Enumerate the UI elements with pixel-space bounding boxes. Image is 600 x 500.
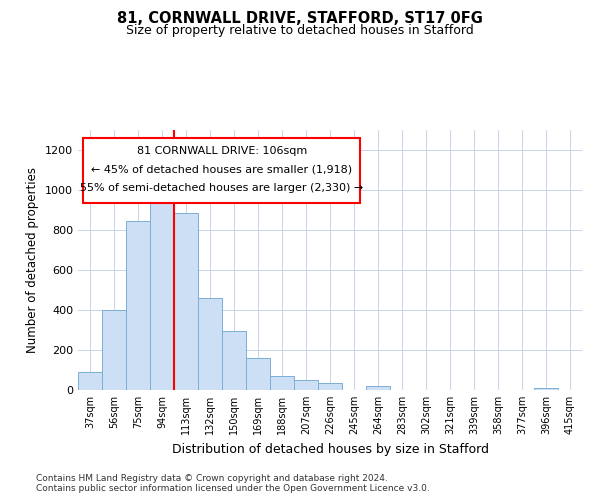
Bar <box>78 372 102 390</box>
Y-axis label: Number of detached properties: Number of detached properties <box>26 167 40 353</box>
Text: Contains HM Land Registry data © Crown copyright and database right 2024.: Contains HM Land Registry data © Crown c… <box>36 474 388 483</box>
Bar <box>198 298 222 390</box>
Bar <box>534 388 558 390</box>
X-axis label: Distribution of detached houses by size in Stafford: Distribution of detached houses by size … <box>172 442 488 456</box>
Bar <box>246 358 270 390</box>
Bar <box>366 386 390 390</box>
Bar <box>294 380 318 390</box>
Text: ← 45% of detached houses are smaller (1,918): ← 45% of detached houses are smaller (1,… <box>91 164 352 174</box>
Text: 81, CORNWALL DRIVE, STAFFORD, ST17 0FG: 81, CORNWALL DRIVE, STAFFORD, ST17 0FG <box>117 11 483 26</box>
Bar <box>318 383 342 390</box>
Bar <box>150 198 174 390</box>
Text: 81 CORNWALL DRIVE: 106sqm: 81 CORNWALL DRIVE: 106sqm <box>137 146 307 156</box>
Text: 55% of semi-detached houses are larger (2,330) →: 55% of semi-detached houses are larger (… <box>80 182 363 192</box>
Bar <box>126 221 150 390</box>
Text: Contains public sector information licensed under the Open Government Licence v3: Contains public sector information licen… <box>36 484 430 493</box>
Bar <box>270 376 294 390</box>
Bar <box>174 213 198 390</box>
Bar <box>222 331 246 390</box>
FancyBboxPatch shape <box>83 138 360 203</box>
Text: Size of property relative to detached houses in Stafford: Size of property relative to detached ho… <box>126 24 474 37</box>
Bar <box>102 310 126 390</box>
